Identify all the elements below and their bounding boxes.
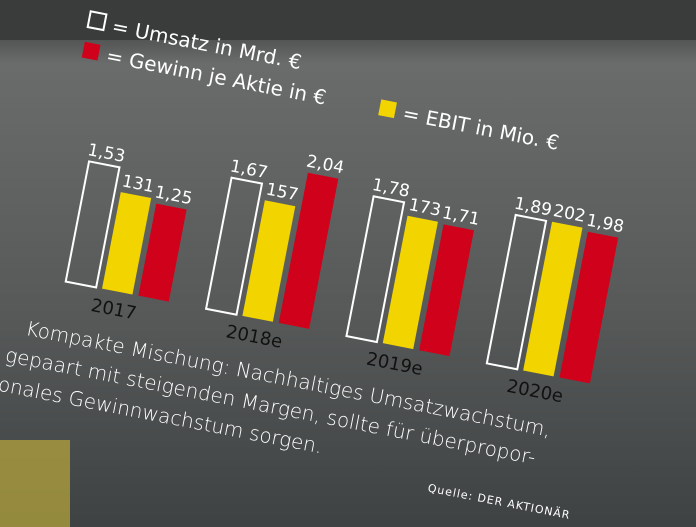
background-bucket-edge [0, 0, 696, 40]
bar-ebit-2019e [382, 215, 438, 350]
bar-umsatz-2018e [204, 176, 264, 316]
bar-gewinn-2020e [559, 231, 619, 384]
bar-gewinn-2017 [138, 203, 187, 302]
bar-umsatz-2017 [64, 160, 121, 289]
bar-ebit-2017 [102, 192, 152, 295]
bar-gewinn-2019e [419, 224, 474, 357]
legend-swatch-umsatz [86, 10, 108, 32]
bar-ebit-2018e [242, 200, 296, 322]
legend-swatch-gewinn [81, 41, 101, 61]
legend-swatch-ebit [378, 99, 397, 119]
bar-umsatz-2020e [485, 213, 548, 371]
bar-umsatz-2019e [345, 195, 406, 344]
background-yellow-strip [0, 440, 70, 527]
bar-gewinn-2018e [278, 172, 339, 329]
bar-ebit-2020e [523, 221, 583, 377]
